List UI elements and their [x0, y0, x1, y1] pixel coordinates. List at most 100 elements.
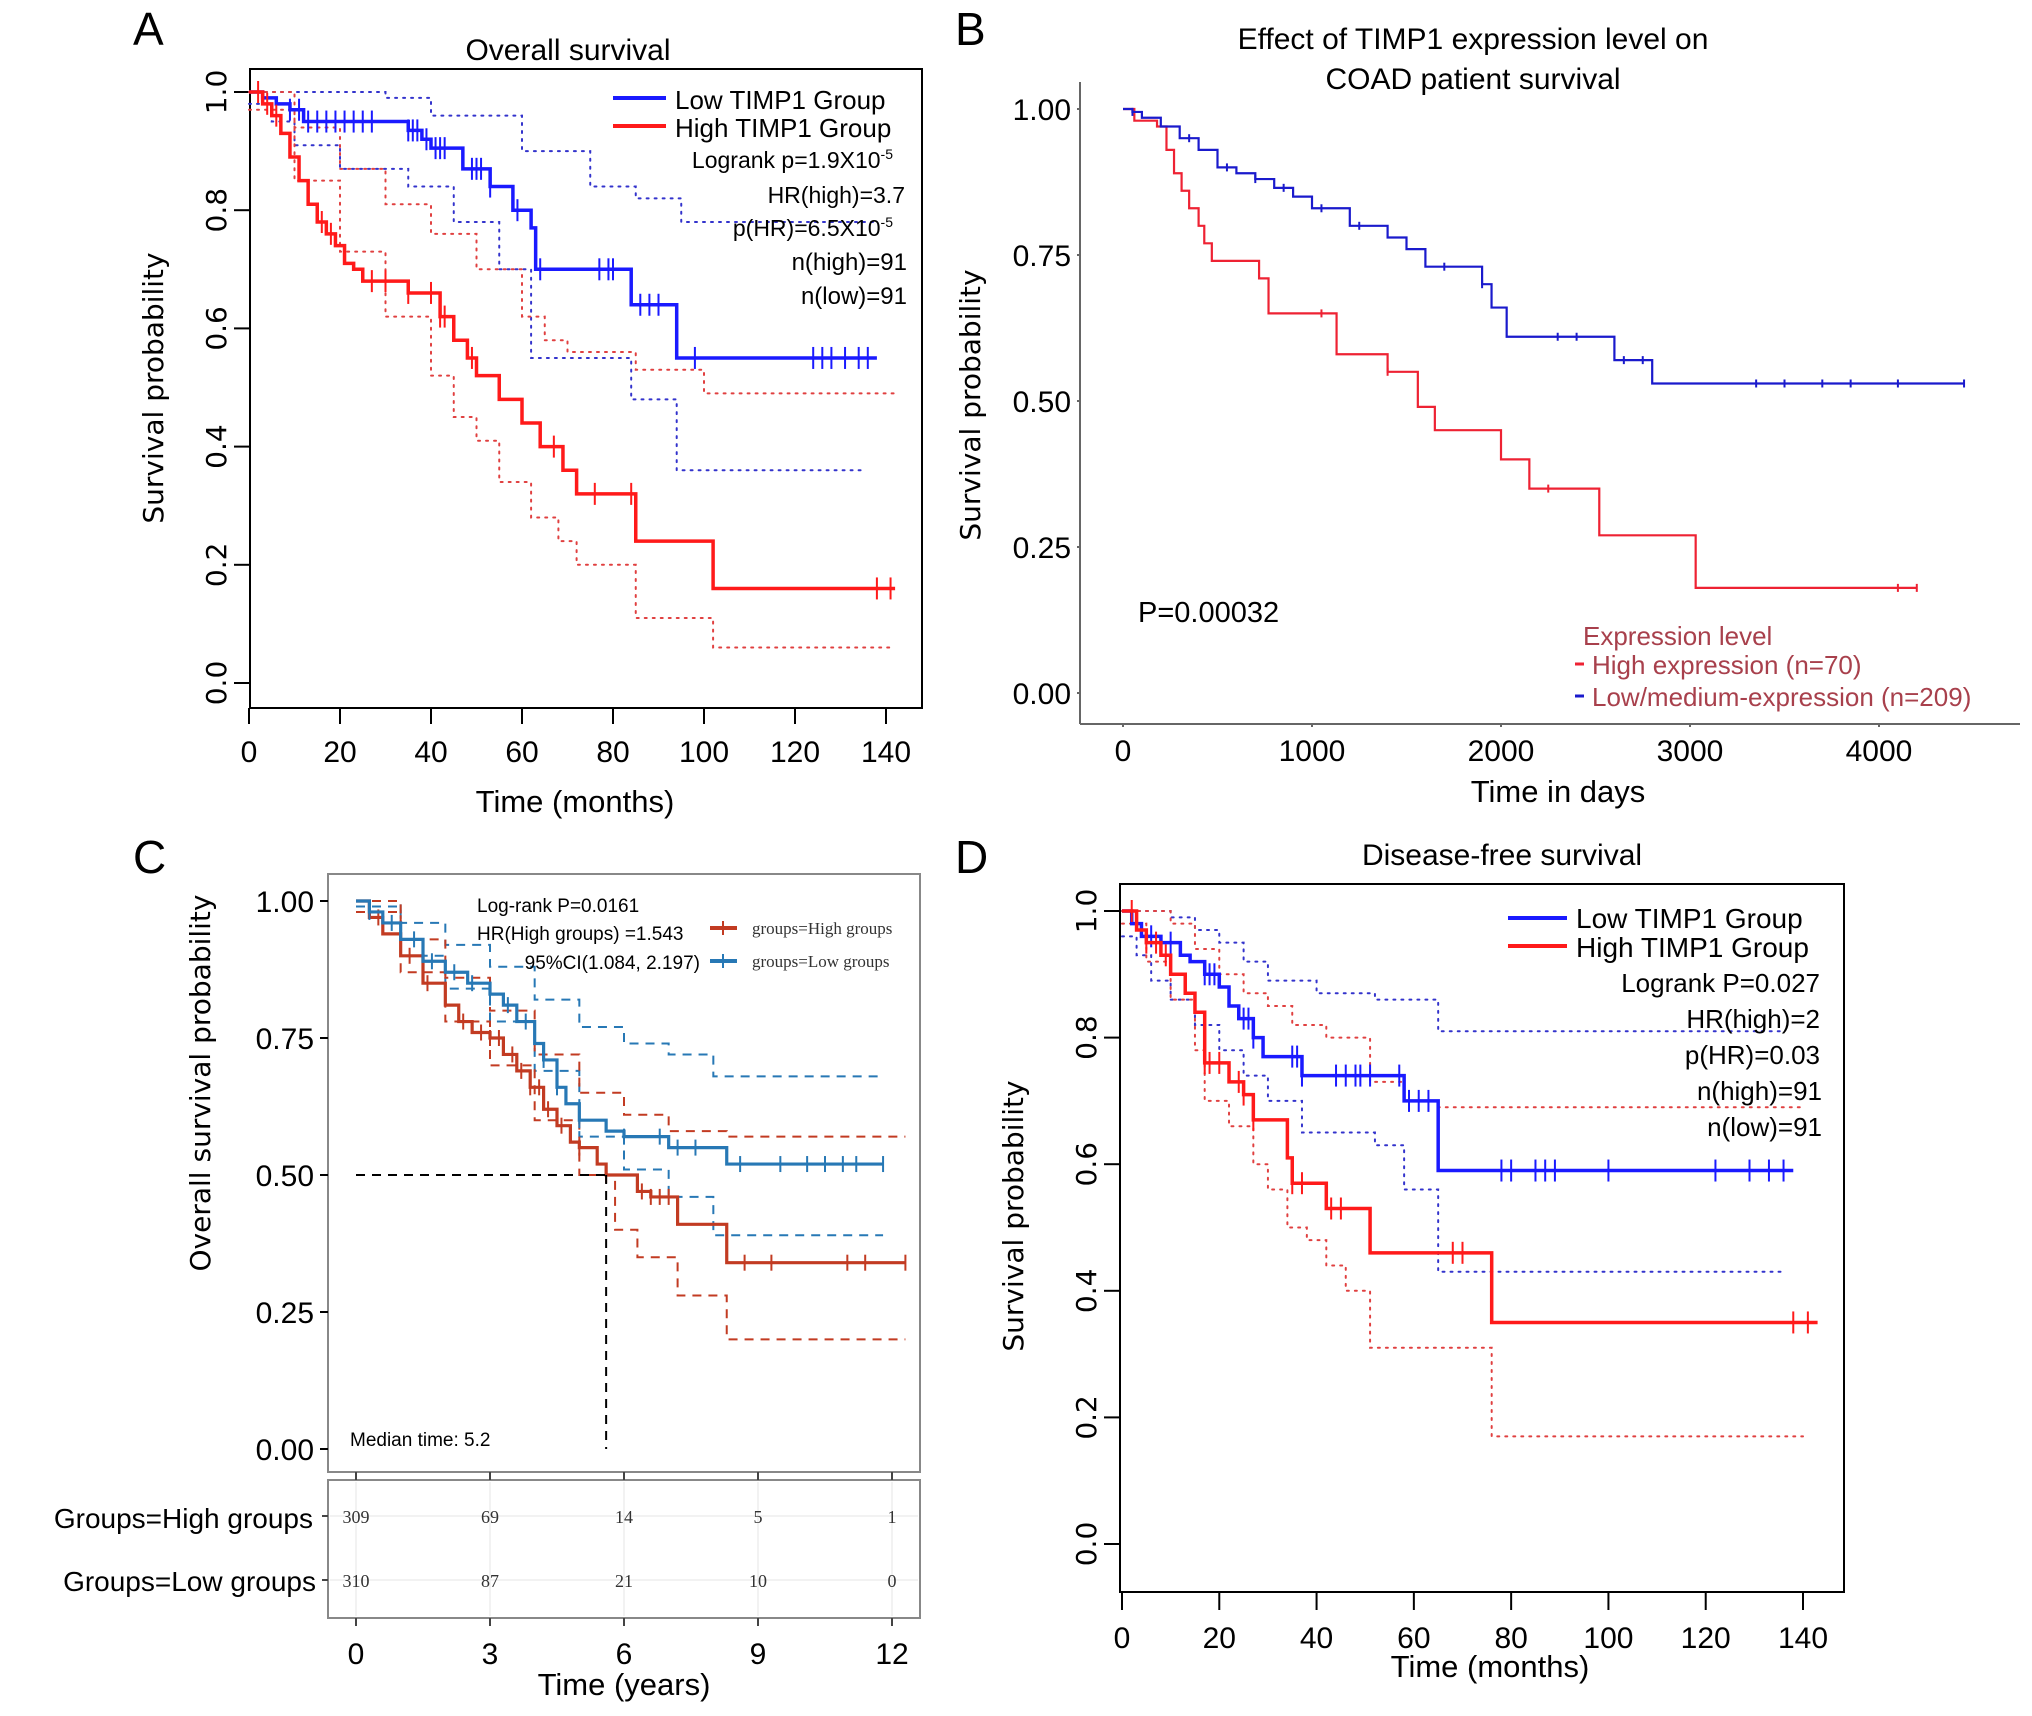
- confidence-band-low-timp1-group-lower-ci: [1121, 935, 1785, 1273]
- y-tick-label: 1.0: [200, 70, 233, 115]
- panel-b-legend: Expression level High expression (n=70) …: [1575, 621, 1971, 712]
- survival-curve-low-medium-expression-n-209-: [1123, 107, 1965, 385]
- panel-a-x-axis-title: Time (months): [476, 784, 675, 819]
- panel-a-legend: Low TIMP1 Group High TIMP1 Group Logrank…: [613, 85, 907, 310]
- panel-d-title: Disease-free survival: [1362, 839, 1642, 872]
- x-tick-label: 6: [616, 1638, 633, 1671]
- x-tick-label: 100: [679, 736, 729, 769]
- confidence-band-low-timp1-group-upper-ci: [248, 91, 878, 224]
- survival-curve-low-timp1-group: [1122, 909, 1794, 1173]
- y-tick-label: 0.2: [200, 543, 233, 588]
- x-tick-label: 40: [1300, 1622, 1333, 1655]
- x-tick-label: 9: [750, 1638, 767, 1671]
- x-tick-label: 140: [861, 736, 911, 769]
- panel-a-letter: A: [133, 3, 164, 55]
- risk-row-label-low: Groups=Low groups: [63, 1566, 316, 1597]
- legend-label-low: groups=Low groups: [752, 952, 890, 971]
- survival-curve-low-timp1-group: [249, 90, 877, 360]
- y-tick-label: 0.75: [1013, 240, 1071, 273]
- panel-d-x-axis: 0 20 40 60 80 100 120 140: [1114, 1592, 1828, 1655]
- risk-count: 310: [343, 1571, 370, 1591]
- panel-a-y-axis-title: Survival probability: [137, 252, 170, 523]
- x-tick-label: 1000: [1279, 735, 1346, 768]
- panel-d-legend: Low TIMP1 Group High TIMP1 Group Logrank…: [1508, 903, 1822, 1142]
- panel-b-letter: B: [955, 3, 986, 55]
- panel-c-y-axis: 0.00 0.25 0.50 0.75 1.00: [256, 886, 328, 1467]
- panel-b-y-axis-title: Survival probability: [954, 269, 987, 540]
- panel-c-curves: [356, 899, 907, 1341]
- x-tick-label: 2000: [1468, 735, 1535, 768]
- annotation-p-hr: p(HR)=0.03: [1685, 1040, 1820, 1070]
- legend-title: Expression level: [1583, 621, 1772, 651]
- x-tick-label: 20: [1203, 1622, 1236, 1655]
- annotation-n-high: n(high)=91: [792, 249, 907, 276]
- panel-c-letter: C: [133, 831, 166, 883]
- x-tick-label: 4000: [1846, 735, 1913, 768]
- confidence-band-low-timp1-group-lower-ci: [248, 102, 865, 472]
- panel-b-x-axis: 0 1000 2000 3000 4000: [1115, 724, 1913, 768]
- x-tick-label: 0: [1114, 1622, 1131, 1655]
- y-tick-label: 0.6: [200, 306, 233, 351]
- y-tick-label: 0.00: [1013, 678, 1071, 711]
- confidence-band-low-groups-upper-ci: [356, 900, 884, 1078]
- y-tick-label: 0.4: [1070, 1269, 1103, 1314]
- panel-a-y-axis: 0.0 0.2 0.4 0.6 0.8 1.0: [200, 70, 251, 706]
- panel-c-x-axis-title: Time (years): [538, 1667, 711, 1702]
- legend-label-high: High TIMP1 Group: [1576, 932, 1809, 963]
- panel-c-legend: Log-rank P=0.0161 HR(High groups) =1.543…: [477, 896, 892, 974]
- annotation-logrank: Log-rank P=0.0161: [477, 896, 639, 917]
- risk-table-body: 309 69 14 5 1 310 87 21 10 0: [322, 1482, 918, 1616]
- panel-c: C 0.000.250.500.751.00 Median time: 5.2 …: [54, 831, 921, 1702]
- panel-d-curves: [1121, 900, 1818, 1438]
- y-tick-label: 0.50: [1013, 386, 1071, 419]
- annotation-n-high: n(high)=91: [1697, 1076, 1822, 1106]
- risk-count: 1: [888, 1507, 897, 1527]
- legend-label-low: Low TIMP1 Group: [1576, 903, 1803, 934]
- annotation-p-hr: p(HR)=6.5X10-5: [733, 214, 893, 241]
- x-tick-label: 12: [875, 1638, 908, 1671]
- panel-c-y-axis-title: Overall survival probability: [184, 895, 217, 1272]
- risk-count: 5: [754, 1507, 763, 1527]
- confidence-band-high-timp1-group-upper-ci: [1121, 910, 1804, 1109]
- confidence-band-high-timp1-group-lower-ci: [1121, 922, 1804, 1438]
- confidence-band-high-timp1-group-upper-ci: [248, 91, 897, 395]
- annotation-n-low: n(low)=91: [1707, 1112, 1822, 1142]
- panel-a-title: Overall survival: [465, 34, 670, 67]
- y-tick-label: 0.00: [256, 1434, 314, 1467]
- risk-count: 309: [343, 1507, 370, 1527]
- y-tick-label: 0.8: [200, 188, 233, 233]
- y-tick-label: 0.0: [200, 661, 233, 706]
- survival-curve-high-expression-n-70-: [1123, 107, 1917, 589]
- panel-a-curves: [248, 81, 897, 649]
- x-tick-label: 100: [1583, 1622, 1633, 1655]
- confidence-band-high-groups-upper-ci: [356, 900, 906, 1138]
- panel-c-x-axis: 0 3 6 9 12: [348, 1472, 909, 1671]
- annotation-logrank: Logrank P=0.027: [1621, 968, 1820, 998]
- risk-count: 0: [888, 1571, 897, 1591]
- confidence-band-high-groups-lower-ci: [356, 910, 906, 1341]
- y-tick-label: 0.25: [256, 1297, 314, 1330]
- annotation-n-low: n(low)=91: [801, 283, 907, 310]
- panel-b-x-axis-title: Time in days: [1471, 774, 1646, 809]
- risk-count: 14: [615, 1507, 633, 1527]
- y-tick-label: 0.0: [1070, 1522, 1103, 1567]
- panel-b-curves: [1123, 107, 1966, 592]
- y-tick-label: 0.75: [256, 1023, 314, 1056]
- x-tick-label: 120: [770, 736, 820, 769]
- y-tick-label: 0.2: [1070, 1395, 1103, 1440]
- x-tick-label: 3000: [1657, 735, 1724, 768]
- annotation-logrank: Logrank p=1.9X10-5: [692, 146, 893, 173]
- annotation-hr: HR(high)=2: [1686, 1004, 1820, 1034]
- legend-label-high: High expression (n=70): [1592, 650, 1862, 680]
- y-tick-label: 0.25: [1013, 532, 1071, 565]
- x-tick-label: 20: [323, 736, 356, 769]
- annotation-hr: HR(high)=3.7: [768, 182, 905, 208]
- risk-table: 309 69 14 5 1 310 87 21 10 0 Groups=High groups G…: [54, 1479, 921, 1619]
- annotation-ci: 95%CI(1.084, 2.197): [525, 953, 700, 974]
- panel-d-letter: D: [955, 831, 988, 883]
- risk-count: 10: [749, 1571, 767, 1591]
- legend-label-high: groups=High groups: [752, 919, 892, 938]
- legend-label-high: High TIMP1 Group: [675, 113, 891, 143]
- panel-b-p-value: P=0.00032: [1138, 597, 1279, 629]
